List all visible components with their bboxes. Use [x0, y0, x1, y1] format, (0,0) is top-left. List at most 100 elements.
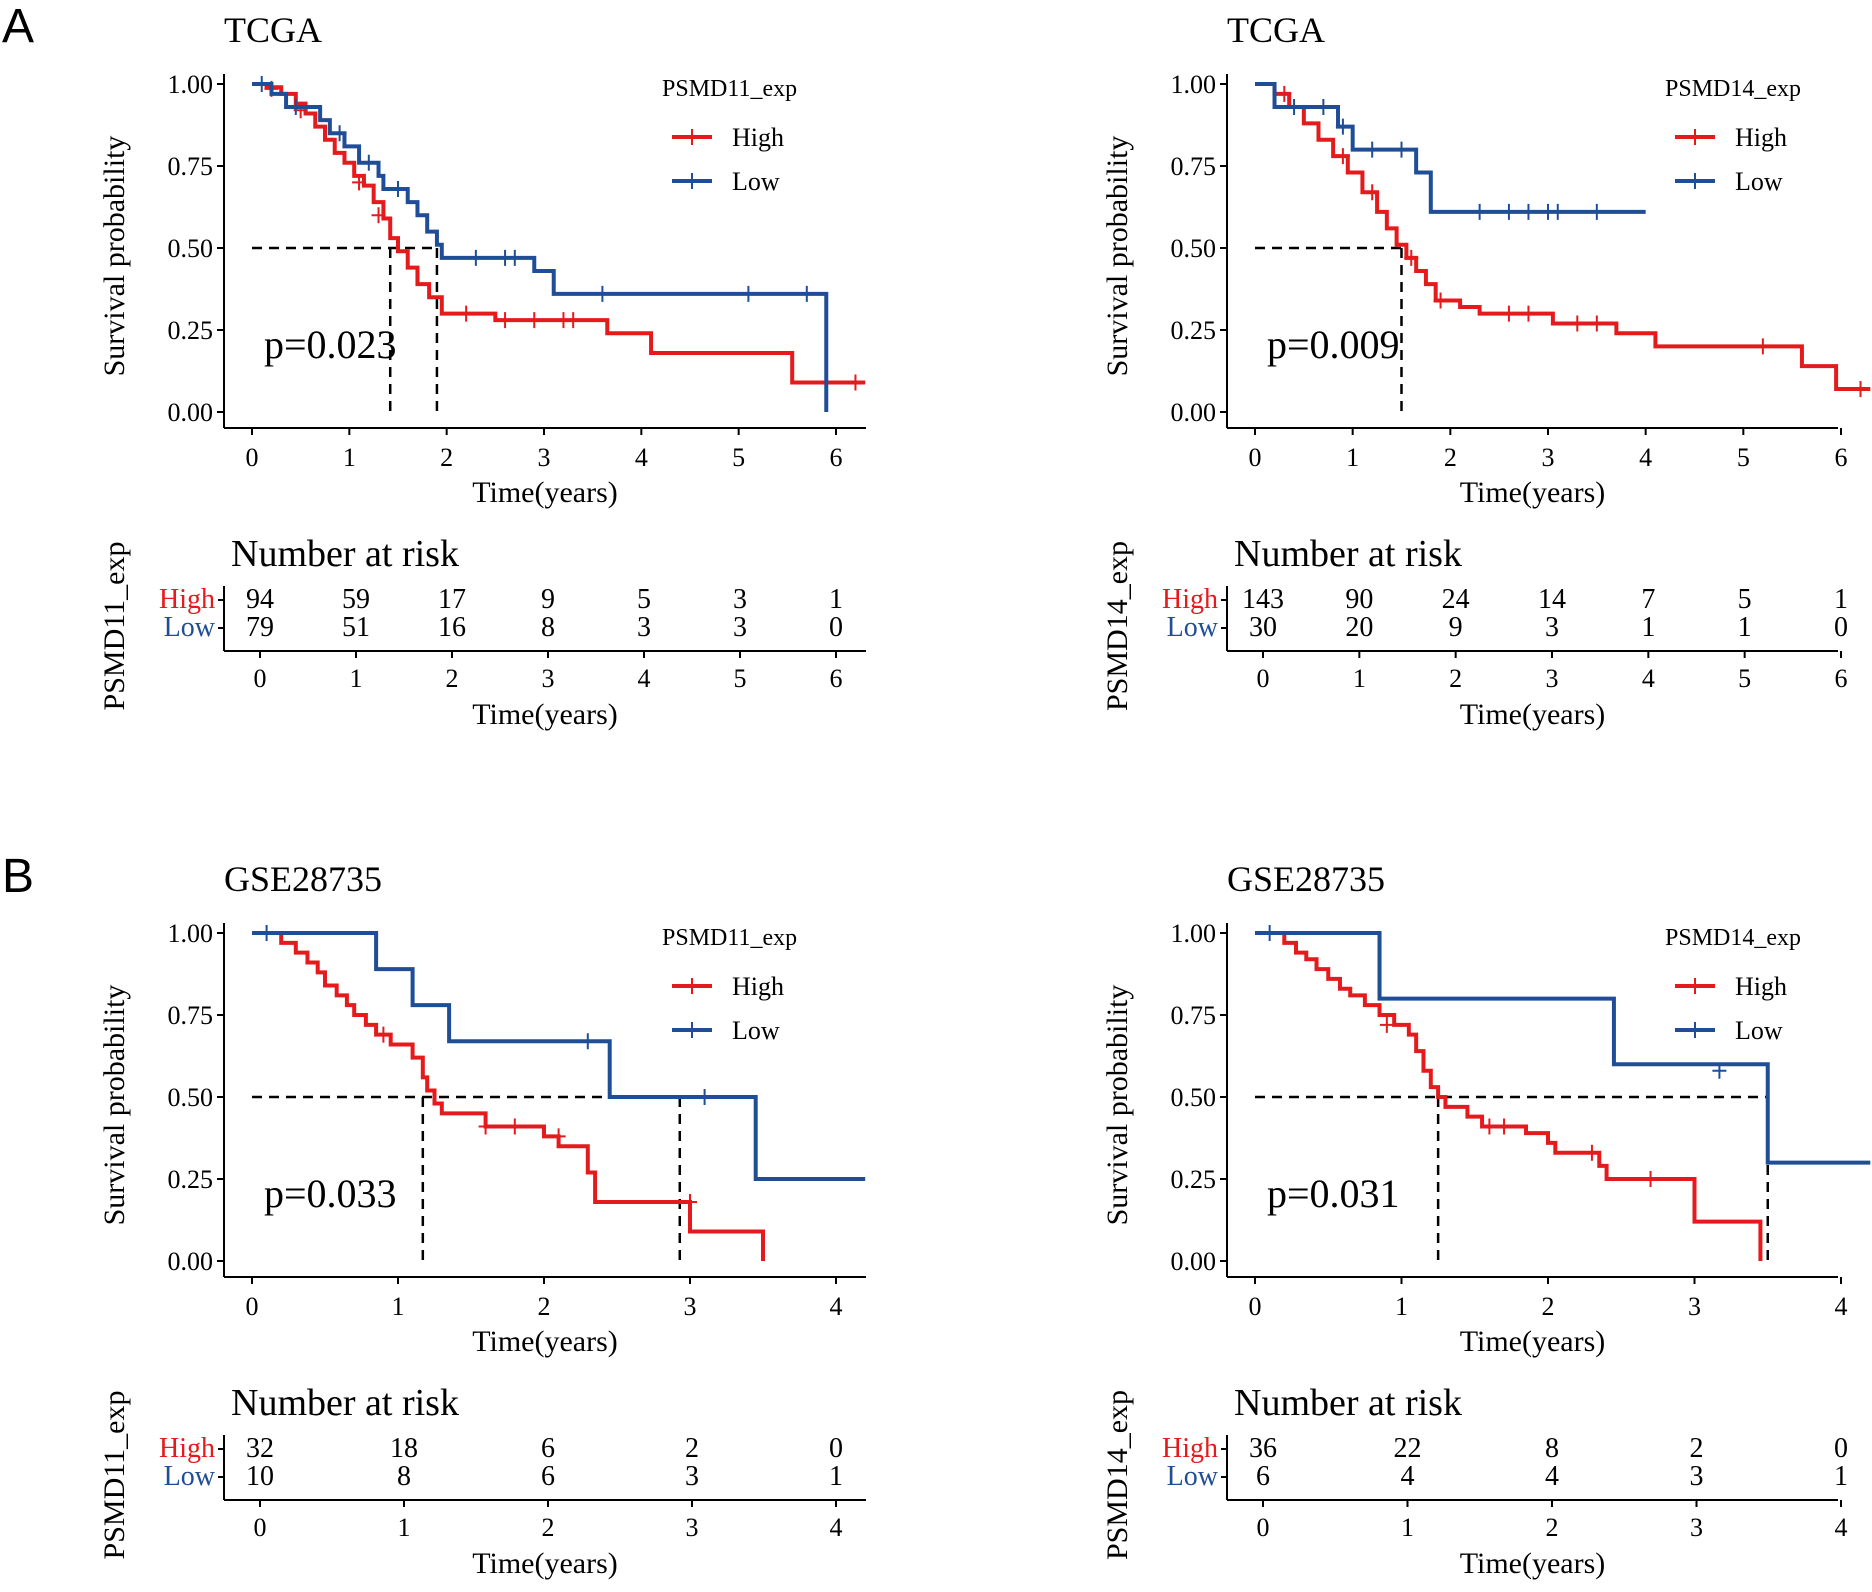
censor-mark-low [259, 925, 274, 941]
risk-x-tick-label: 0 [254, 664, 267, 693]
y-tick-label: 0.50 [168, 1083, 214, 1112]
risk-count: 3 [733, 612, 747, 643]
censor-mark-high [1570, 315, 1585, 332]
survival-curve-low [1255, 931, 1871, 1165]
risk-count: 1 [829, 584, 843, 615]
y-axis-label: Survival probability [98, 136, 131, 377]
risk-x-tick-label: 1 [1353, 664, 1366, 693]
censor-mark-high [498, 312, 513, 329]
risk-count: 9 [1449, 612, 1463, 643]
y-tick-label: 0.50 [1171, 1083, 1217, 1112]
risk-count: 79 [246, 612, 274, 643]
risk-count: 20 [1345, 612, 1373, 643]
panel-label-b: B [2, 850, 34, 903]
x-tick-label: 4 [1835, 1292, 1848, 1321]
censor-mark-low [332, 125, 347, 142]
y-tick-label: 0.00 [168, 1247, 214, 1276]
legend-title: PSMD11_exp [662, 925, 797, 951]
risk-y-axis-label: PSMD11_exp [98, 1391, 131, 1560]
censor-mark-low [799, 285, 814, 302]
risk-row-label-low: Low [164, 612, 216, 643]
y-tick-label: 0.25 [1171, 1165, 1217, 1194]
risk-x-tick-label: 1 [1401, 1513, 1414, 1542]
risk-row-label-high: High [159, 584, 215, 615]
legend-label-low: Low [732, 1016, 780, 1045]
x-axis-label: Time(years) [472, 476, 618, 509]
risk-x-tick-label: 4 [830, 1513, 843, 1542]
y-tick-label: 0.00 [1171, 1247, 1217, 1276]
risk-row-label-high: High [159, 1433, 215, 1464]
censor-mark-low [1394, 141, 1409, 158]
risk-x-tick-label: 0 [1257, 1513, 1270, 1542]
x-tick-label: 3 [1542, 443, 1555, 472]
x-tick-label: 0 [246, 443, 259, 472]
censor-mark-low [1501, 203, 1516, 220]
risk-x-tick-label: 4 [1642, 664, 1655, 693]
risk-x-tick-label: 2 [446, 664, 459, 693]
x-tick-label: 1 [1346, 443, 1359, 472]
legend-title: PSMD11_exp [662, 76, 797, 102]
censor-mark-high [1482, 1118, 1497, 1135]
y-axis-label: Survival probability [98, 985, 131, 1226]
x-axis-label: Time(years) [472, 1325, 618, 1358]
risk-x-tick-label: 5 [734, 664, 747, 693]
censor-mark-low [391, 180, 405, 197]
x-tick-label: 4 [830, 1292, 843, 1321]
risk-count: 2 [685, 1433, 699, 1464]
risk-count: 14 [1538, 584, 1566, 615]
legend-label-low: Low [1735, 167, 1783, 196]
x-tick-label: 0 [1249, 443, 1262, 472]
censor-mark-high [1589, 315, 1604, 332]
x-tick-label: 4 [635, 443, 648, 472]
censor-mark-high [551, 1128, 566, 1145]
censor-mark-low [1262, 925, 1277, 941]
risk-x-tick-label: 0 [1257, 664, 1270, 693]
risk-count: 8 [541, 612, 555, 643]
p-value-label: p=0.031 [1267, 1171, 1400, 1216]
risk-x-axis-label: Time(years) [1460, 698, 1606, 731]
legend-label-high: High [732, 123, 784, 152]
risk-x-tick-label: 3 [686, 1513, 699, 1542]
y-tick-label: 0.50 [168, 234, 214, 263]
censor-mark-low [1521, 203, 1536, 220]
risk-row-label-low: Low [1167, 612, 1219, 643]
chart-title: TCGA [224, 10, 322, 50]
x-tick-label: 1 [343, 443, 356, 472]
risk-count: 22 [1394, 1433, 1422, 1464]
risk-count: 10 [246, 1461, 274, 1492]
censor-mark-high [478, 1118, 493, 1135]
y-tick-label: 1.00 [168, 70, 214, 99]
y-tick-label: 0.00 [1171, 398, 1217, 427]
censor-mark-high [566, 312, 581, 329]
censor-mark-high [683, 1193, 697, 1210]
censor-mark-low [1472, 203, 1487, 220]
censor-mark-high [507, 1118, 522, 1135]
risk-count: 7 [1641, 584, 1655, 615]
legend-label-low: Low [1735, 1016, 1783, 1045]
survival-curve-low [1255, 82, 1646, 214]
p-value-label: p=0.009 [1267, 322, 1400, 367]
censor-mark-high [371, 207, 386, 224]
x-tick-label: 0 [246, 1292, 259, 1321]
censor-mark-high [1521, 305, 1536, 322]
x-tick-label: 5 [732, 443, 745, 472]
risk-count: 5 [1738, 584, 1752, 615]
x-tick-label: 3 [1688, 1292, 1701, 1321]
risk-count: 16 [438, 612, 466, 643]
risk-table-title: Number at risk [1234, 1382, 1462, 1424]
censor-mark-high [1501, 305, 1516, 322]
legend-title: PSMD14_exp [1665, 76, 1801, 102]
risk-x-tick-label: 0 [254, 1513, 267, 1542]
censor-mark-low [1287, 98, 1302, 115]
risk-x-axis-label: Time(years) [472, 1547, 618, 1580]
risk-x-tick-label: 5 [1738, 664, 1751, 693]
y-tick-label: 1.00 [1171, 70, 1217, 99]
risk-count: 0 [1834, 612, 1848, 643]
censor-mark-high [459, 305, 474, 322]
censor-mark-high [1404, 249, 1419, 266]
y-tick-label: 0.75 [168, 1001, 214, 1030]
risk-y-axis-label: PSMD11_exp [98, 542, 131, 711]
